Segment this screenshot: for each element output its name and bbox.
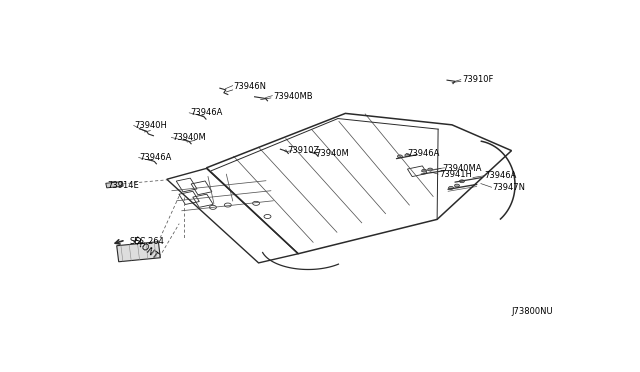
Text: 73941H: 73941H <box>439 170 472 179</box>
Text: SEC.264: SEC.264 <box>129 237 164 246</box>
Text: 73940M: 73940M <box>316 149 349 158</box>
Circle shape <box>460 180 465 183</box>
Text: J73800NU: J73800NU <box>511 307 553 316</box>
Circle shape <box>405 154 410 157</box>
Text: 73910Z: 73910Z <box>287 146 319 155</box>
Text: 73940MB: 73940MB <box>273 92 313 101</box>
Text: 73946A: 73946A <box>140 153 172 162</box>
Text: 73914E: 73914E <box>108 181 139 190</box>
Circle shape <box>449 186 454 189</box>
Circle shape <box>422 169 427 172</box>
Circle shape <box>454 184 460 187</box>
Text: 73910F: 73910F <box>462 75 493 84</box>
Circle shape <box>397 155 403 158</box>
Text: 73946N: 73946N <box>234 82 267 91</box>
Polygon shape <box>116 242 161 262</box>
Text: 73940M: 73940M <box>172 133 206 142</box>
Text: 73947N: 73947N <box>493 183 525 192</box>
Text: FRONT: FRONT <box>129 235 159 261</box>
Circle shape <box>428 168 433 171</box>
Text: 73946A: 73946A <box>190 108 223 117</box>
Text: 73946A: 73946A <box>408 149 440 158</box>
Text: 73940MA: 73940MA <box>442 164 481 173</box>
Polygon shape <box>106 182 123 188</box>
Text: 73946A: 73946A <box>484 171 517 180</box>
Text: 73940H: 73940H <box>134 121 168 130</box>
